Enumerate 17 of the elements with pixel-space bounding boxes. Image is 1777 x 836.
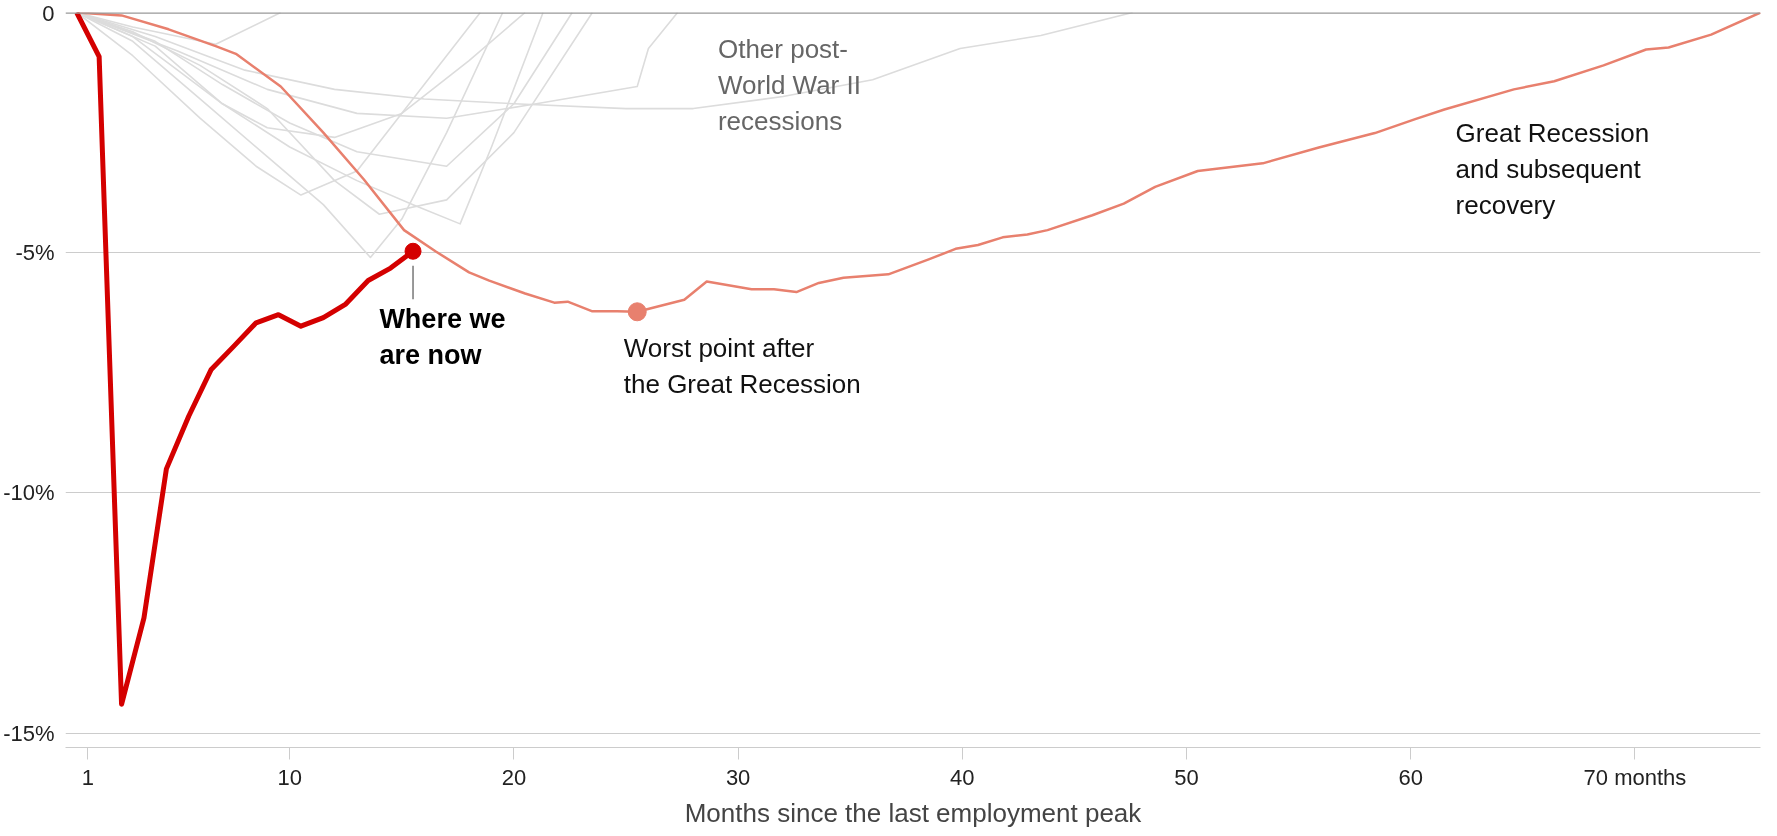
y-tick-label: -5% <box>15 240 55 266</box>
series-label: Great Recession and subsequent recovery <box>1455 118 1650 221</box>
x-tick-label: 30 <box>725 764 751 790</box>
x-tick-label: 50 <box>1174 764 1199 790</box>
x-tick-label: 70 months <box>1583 764 1687 790</box>
x-tick-label: 60 <box>1398 764 1423 790</box>
y-tick-label: 0 <box>42 0 55 26</box>
annotation: Where we are now <box>379 304 506 371</box>
annotation: Worst point after the Great Recession <box>623 333 861 400</box>
y-tick-label: -15% <box>3 720 55 746</box>
x-tick-label: 20 <box>501 764 527 790</box>
x-tick-label: 40 <box>950 764 975 790</box>
series-label: Other post-World War II recessions <box>717 34 861 137</box>
x-tick-label: 1 <box>81 764 95 790</box>
x-tick-label: 10 <box>277 764 302 790</box>
y-tick-label: -10% <box>3 480 55 506</box>
x-axis-title: Months since the last employment peak <box>684 797 1143 828</box>
